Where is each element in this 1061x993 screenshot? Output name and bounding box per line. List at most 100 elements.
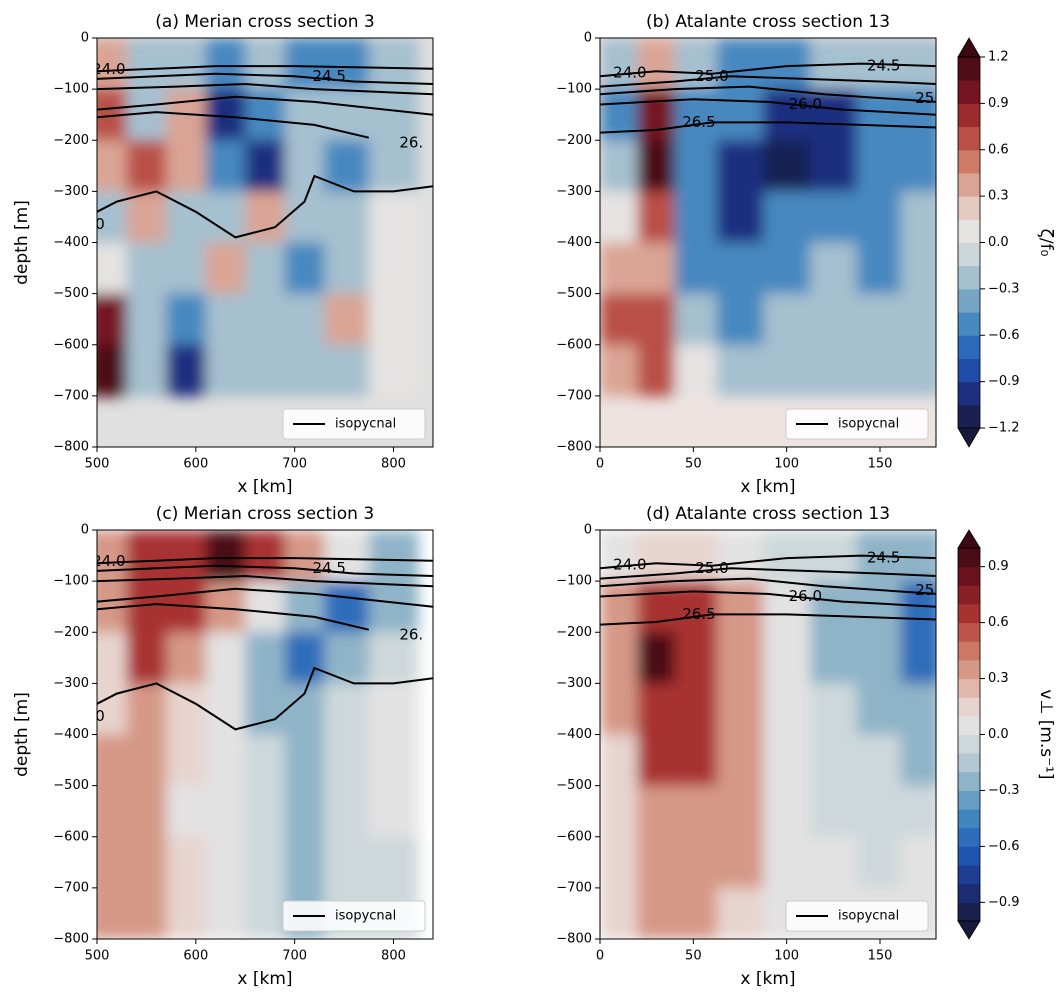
colorbar-extend-bottom [957,427,981,448]
field-cell [166,887,207,939]
y-tick-label: −700 [556,880,592,895]
y-tick-label: −800 [53,932,89,947]
field-cell [763,89,811,141]
legend-label: isopycnal [335,909,396,924]
colorbar-band [958,358,980,383]
y-tick-label: −500 [556,778,592,793]
field-cell [166,293,207,346]
y-tick-label: −800 [53,440,89,455]
colorbar-band [958,641,980,661]
field-cell [97,887,128,939]
colorbar-band [958,288,980,313]
contour-label: 24.5 [867,549,900,567]
colorbar-band [958,622,980,642]
colorbar-extend-top [957,37,981,58]
field-cell [716,89,764,141]
field-cell [600,242,638,295]
legend-label: isopycnal [335,417,396,432]
field-cell [716,242,764,295]
x-tick-label: 50 [685,949,702,964]
colorbar-tick-label: 0.9 [988,559,1009,574]
plot-area: 24.0 24.5 25.0 25 26.0 26.5 [600,530,936,939]
field-cell [810,836,858,889]
y-tick-label: −500 [53,286,89,301]
field-cell [166,530,207,582]
field-cell [674,785,718,838]
field-cell [126,191,167,243]
field-cell [856,242,902,295]
field-cell [205,887,246,939]
field-cell [284,530,325,582]
x-axis-label: x [km] [237,477,292,497]
field-cell [97,293,128,346]
colorbar-tick-label: 0.6 [988,615,1009,630]
field-cell [205,530,246,582]
colorbar-band [958,603,980,624]
colorbar-tick-label: 0.3 [988,189,1009,204]
field-cell [245,632,286,684]
field-cell [97,734,128,787]
colorbar-band [958,335,980,359]
contour-label: 26. [399,133,423,151]
field-cell [856,785,902,838]
field-cell [674,683,718,735]
y-tick-label: −300 [53,184,89,199]
isopycnal [97,72,433,85]
y-tick-label: −600 [53,829,89,844]
x-axis-label: x [km] [237,969,292,989]
field-cell [810,344,858,397]
field-cell [166,38,207,90]
isopycnal [600,577,936,595]
isopycnal [600,85,936,103]
contour-label: 24.0 [92,60,125,78]
field-cell [716,344,764,397]
field-cell [324,785,370,838]
colorbar-tick-label: −0.6 [988,839,1020,854]
field-cell [674,293,718,346]
x-tick-label: 0 [596,457,604,472]
field-cell [245,242,286,295]
contour-label: 26.0 [789,95,822,113]
field-cell [368,191,419,243]
y-tick-label: −300 [53,676,89,691]
field-cell [97,836,128,889]
contour-label: 0 [95,707,105,725]
field-cell [284,89,325,141]
y-tick-label: −200 [556,625,592,640]
isopycnal [600,567,936,580]
field-cell [245,836,286,889]
field-cell [284,140,325,192]
colorbar-band [958,883,980,903]
field-cell [600,344,638,397]
legend-box [785,900,929,932]
field-cell [126,293,167,346]
field-cell [97,140,128,192]
field-cell [674,242,718,295]
field-cell [637,887,676,939]
contour-label: 25 [915,89,934,107]
colorbar-tick-label: 0.9 [988,96,1009,111]
field-cell [205,785,246,838]
field-cell [716,581,764,633]
field-cell [637,683,676,735]
field-cell [856,836,902,889]
colorbar-band [958,678,980,698]
field-cell [900,140,936,192]
field-cell [763,581,811,633]
field-cell [324,734,370,787]
colorbar-extend-bottom [957,920,981,940]
field-cell [166,242,207,295]
field-cell [763,632,811,684]
field-cell [600,683,638,735]
contour-label: 26. [399,625,423,643]
field-cell [716,191,764,243]
field-cell [637,632,676,684]
colorbar-band [958,242,980,267]
field-cell [600,530,638,582]
field-cell [284,293,325,346]
field-cell [126,734,167,787]
field-cell [368,293,419,346]
field-cell [763,293,811,346]
field-cell [368,89,419,141]
field-cell [900,530,936,582]
